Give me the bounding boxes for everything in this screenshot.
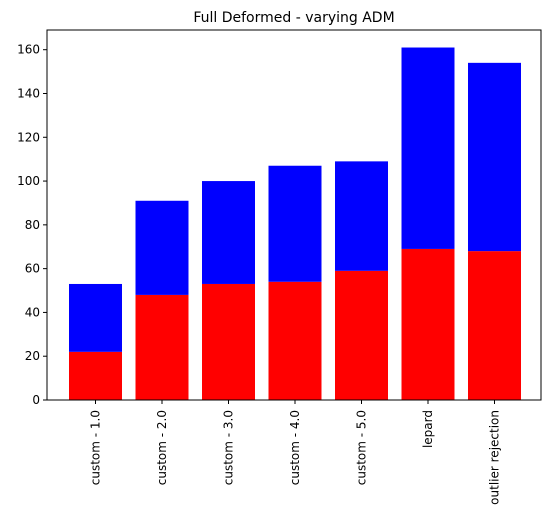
bar-series2-1 xyxy=(69,284,122,352)
y-tick-label: 100 xyxy=(17,174,40,188)
bar-series2-4 xyxy=(269,166,322,282)
bars-group xyxy=(69,48,521,400)
bar-series2-7 xyxy=(468,63,521,251)
y-tick-label: 120 xyxy=(17,130,40,144)
y-ticks-group: 0 20 40 60 80 100 120 140 160 xyxy=(17,43,47,407)
x-tick-label: outlier rejection xyxy=(488,410,502,505)
x-tick-label: custom - 1.0 xyxy=(89,410,103,485)
x-tick-label: custom - 3.0 xyxy=(222,410,236,485)
x-tick-label: custom - 4.0 xyxy=(288,410,302,485)
x-ticks-group: custom - 1.0 custom - 2.0 custom - 3.0 cust… xyxy=(89,400,502,505)
bar-series1-3 xyxy=(202,284,255,400)
bar-series2-2 xyxy=(136,201,189,295)
y-tick-label: 40 xyxy=(25,305,40,319)
x-tick-label: custom - 2.0 xyxy=(155,410,169,485)
y-tick-label: 160 xyxy=(17,43,40,57)
y-tick-label: 60 xyxy=(25,262,40,276)
bar-series2-3 xyxy=(202,181,255,284)
bar-series1-1 xyxy=(69,352,122,400)
y-tick-label: 0 xyxy=(32,393,40,407)
y-tick-label: 80 xyxy=(25,218,40,232)
bar-series1-4 xyxy=(269,282,322,400)
bar-series2-6 xyxy=(402,48,455,249)
bar-series1-7 xyxy=(468,251,521,400)
y-tick-label: 20 xyxy=(25,349,40,363)
chart-title: Full Deformed - varying ADM xyxy=(193,10,394,26)
bar-series2-5 xyxy=(335,161,388,270)
y-tick-label: 140 xyxy=(17,86,40,100)
bar-series1-2 xyxy=(136,295,189,400)
bar-series1-5 xyxy=(335,271,388,400)
bar-series1-6 xyxy=(402,249,455,400)
x-tick-label: lepard xyxy=(421,410,435,448)
x-tick-label: custom - 5.0 xyxy=(355,410,369,485)
